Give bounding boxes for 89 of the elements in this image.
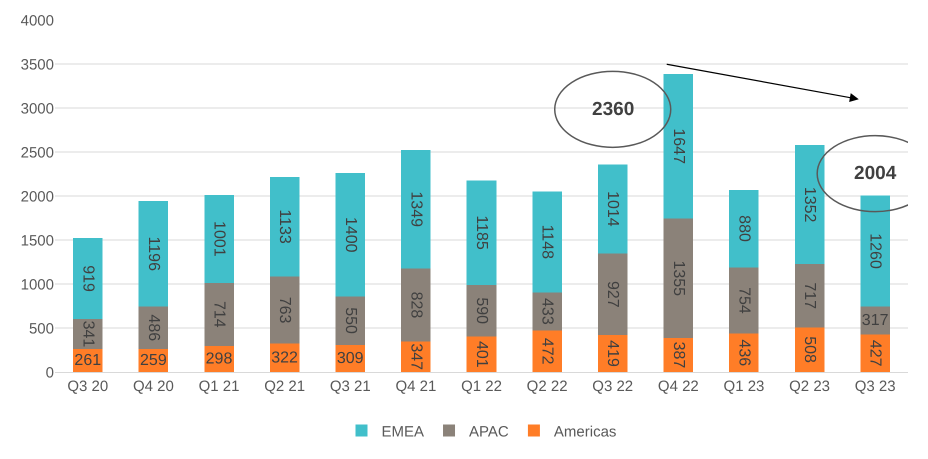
annotation: 2004 [854,163,897,184]
data-label: 322 [271,349,298,366]
data-label: 387 [670,342,687,368]
data-label: 919 [79,265,96,292]
bar [664,74,694,219]
bar [532,191,562,292]
data-label: 550 [342,307,359,334]
data-label: 1260 [866,233,884,269]
data-label: 508 [801,336,818,364]
bar [204,194,234,283]
y-tick-label: 4000 [20,12,54,30]
data-label: 419 [604,340,622,367]
data-label: 1133 [276,209,294,244]
bar [466,336,496,372]
data-label: 1185 [473,215,490,250]
bar [729,190,759,268]
data-label: 341 [79,320,96,348]
x-tick-label: Q2 22 [526,378,568,395]
data-label: 717 [801,282,818,310]
x-tick-label: Q3 21 [330,378,371,395]
data-label: 1001 [210,221,228,257]
data-label: 714 [210,300,228,328]
data-label: 433 [538,298,556,325]
y-tick-label: 3500 [20,56,54,74]
data-label: 347 [407,343,424,370]
bar [401,150,431,269]
data-label: 1196 [144,236,162,272]
legend-label: APAC [469,423,509,440]
data-label: 298 [206,350,232,368]
bar [401,268,431,342]
bar [336,173,366,296]
data-label: 472 [538,338,556,365]
bar [598,164,628,254]
data-label: 754 [735,287,752,314]
x-tick-label: Q3 22 [592,378,634,395]
bar [270,276,300,344]
y-tick-label: 2500 [20,144,54,162]
bar [794,145,824,264]
y-tick-label: 500 [28,320,54,338]
data-label: 1014 [604,191,622,227]
bar [664,218,694,338]
data-label: 427 [866,340,884,367]
data-label: 401 [473,340,490,368]
x-tick-label: Q4 22 [658,378,699,395]
x-tick-label: Q1 23 [724,378,764,395]
bar [532,330,562,372]
data-label: 828 [407,292,424,318]
x-tick-label: Q4 20 [132,378,174,395]
x-tick-label: Q2 23 [789,378,830,395]
bar [466,180,496,285]
annotation: 2360 [592,99,634,120]
data-label: 317 [862,312,889,329]
y-tick-label: 1500 [20,232,54,250]
data-label: 763 [276,296,294,324]
data-label: 261 [74,352,102,370]
data-label: 1148 [538,224,556,260]
data-label: 1352 [801,186,818,223]
x-tick-label: Q2 21 [264,378,306,395]
x-tick-label: Q3 20 [67,378,108,395]
data-label: 880 [735,215,752,242]
legend-label: EMEA [382,423,424,440]
bar [794,264,824,328]
bar [73,238,103,320]
bar [138,201,168,306]
bar [860,196,890,307]
x-tick-label: Q4 21 [395,378,436,395]
x-tick-label: Q1 22 [461,378,502,395]
bar [598,254,628,336]
data-label: 1349 [407,191,424,228]
x-tick-label: Q1 21 [198,378,240,395]
bar [204,282,234,346]
y-tick-label: 3000 [20,100,54,118]
y-tick-label: 2000 [20,188,54,206]
bar [466,284,496,337]
data-label: 486 [144,314,162,342]
y-tick-label: 0 [46,364,54,382]
bar [729,267,759,334]
data-label: 259 [140,352,167,370]
data-label: 1400 [342,216,359,253]
data-label: 1355 [670,260,687,296]
y-tick-label: 1000 [20,276,54,294]
bar [270,176,300,277]
data-label: 927 [604,280,622,308]
data-label: 436 [735,339,752,366]
data-label: 1647 [670,128,687,164]
data-label: 590 [473,297,490,324]
x-tick-label: Q3 23 [854,378,896,395]
data-label: 309 [336,350,364,367]
legend-label: Americas [554,423,616,440]
